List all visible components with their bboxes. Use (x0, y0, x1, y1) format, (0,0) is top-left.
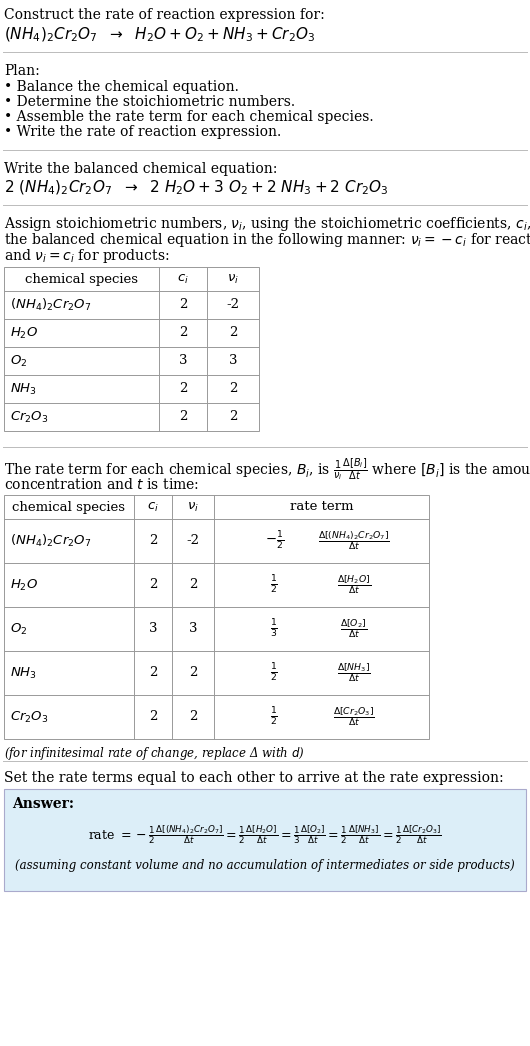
Text: Write the balanced chemical equation:: Write the balanced chemical equation: (4, 162, 277, 176)
Text: rate $= -\frac{1}{2}\frac{\Delta[(NH_4)_2Cr_2O_7]}{\Delta t}= \frac{1}{2}\frac{\: rate $= -\frac{1}{2}\frac{\Delta[(NH_4)_… (88, 823, 442, 846)
Text: $\frac{\Delta[NH_3]}{\Delta t}$: $\frac{\Delta[NH_3]}{\Delta t}$ (337, 661, 370, 684)
Text: -2: -2 (226, 298, 240, 312)
Text: • Determine the stoichiometric numbers.: • Determine the stoichiometric numbers. (4, 95, 295, 109)
Text: $\nu_i$: $\nu_i$ (227, 272, 239, 286)
Text: $\frac{1}{3}$: $\frac{1}{3}$ (270, 618, 278, 640)
Text: 2: 2 (179, 326, 187, 340)
Bar (4, 495, 429, 740)
Text: $NH_3$: $NH_3$ (10, 382, 37, 396)
Text: $\frac{1}{2}$: $\frac{1}{2}$ (270, 574, 278, 596)
Text: $\frac{\Delta[O_2]}{\Delta t}$: $\frac{\Delta[O_2]}{\Delta t}$ (340, 617, 367, 640)
Text: Plan:: Plan: (4, 64, 40, 78)
Bar (4, 267, 259, 431)
Text: 2: 2 (179, 298, 187, 312)
Text: 3: 3 (179, 355, 187, 367)
Text: $\frac{\Delta[Cr_2O_3]}{\Delta t}$: $\frac{\Delta[Cr_2O_3]}{\Delta t}$ (333, 706, 375, 728)
Text: 2: 2 (189, 666, 197, 680)
Text: chemical species: chemical species (13, 500, 126, 514)
Text: 2: 2 (229, 410, 237, 424)
Text: $c_i$: $c_i$ (147, 500, 159, 514)
Text: 2: 2 (149, 666, 157, 680)
Text: 2: 2 (179, 383, 187, 395)
Text: $\nu_i$: $\nu_i$ (187, 500, 199, 514)
Bar (4, 789, 526, 891)
Text: $2\ (NH_4)_2Cr_2O_7$  $\rightarrow$  $2\ H_2O + 3\ O_2 + 2\ NH_3 + 2\ Cr_2O_3$: $2\ (NH_4)_2Cr_2O_7$ $\rightarrow$ $2\ H… (4, 179, 388, 198)
Text: Assign stoichiometric numbers, $\nu_i$, using the stoichiometric coefficients, $: Assign stoichiometric numbers, $\nu_i$, … (4, 215, 530, 233)
Text: (assuming constant volume and no accumulation of intermediates or side products): (assuming constant volume and no accumul… (15, 859, 515, 872)
Text: $Cr_2O_3$: $Cr_2O_3$ (10, 709, 49, 725)
Text: -2: -2 (187, 535, 199, 547)
Text: Construct the rate of reaction expression for:: Construct the rate of reaction expressio… (4, 8, 325, 22)
Text: chemical species: chemical species (25, 273, 138, 286)
Text: 2: 2 (149, 535, 157, 547)
Text: • Assemble the rate term for each chemical species.: • Assemble the rate term for each chemic… (4, 110, 374, 124)
Text: 2: 2 (179, 410, 187, 424)
Text: 2: 2 (149, 578, 157, 591)
Text: $\frac{1}{2}$: $\frac{1}{2}$ (270, 662, 278, 684)
Text: 2: 2 (189, 578, 197, 591)
Text: $NH_3$: $NH_3$ (10, 665, 37, 681)
Text: 2: 2 (229, 383, 237, 395)
Text: $-\frac{1}{2}$: $-\frac{1}{2}$ (264, 530, 284, 552)
Text: (for infinitesimal rate of change, replace Δ with $d$): (for infinitesimal rate of change, repla… (4, 745, 305, 761)
Text: $H_2O$: $H_2O$ (10, 577, 38, 592)
Text: 3: 3 (229, 355, 237, 367)
Text: the balanced chemical equation in the following manner: $\nu_i = -c_i$ for react: the balanced chemical equation in the fo… (4, 231, 530, 249)
Text: $\frac{1}{2}$: $\frac{1}{2}$ (270, 706, 278, 728)
Text: $\frac{\Delta[(NH_4)_2Cr_2O_7]}{\Delta t}$: $\frac{\Delta[(NH_4)_2Cr_2O_7]}{\Delta t… (318, 529, 390, 552)
Text: $\frac{\Delta[H_2O]}{\Delta t}$: $\frac{\Delta[H_2O]}{\Delta t}$ (337, 573, 371, 596)
Text: The rate term for each chemical species, $B_i$, is $\frac{1}{\nu_i}\frac{\Delta[: The rate term for each chemical species,… (4, 457, 530, 483)
Text: 3: 3 (149, 622, 157, 636)
Text: $H_2O$: $H_2O$ (10, 325, 38, 341)
Text: 3: 3 (189, 622, 197, 636)
Text: concentration and $t$ is time:: concentration and $t$ is time: (4, 477, 199, 492)
Text: • Write the rate of reaction expression.: • Write the rate of reaction expression. (4, 126, 281, 139)
Text: $(NH_4)_2Cr_2O_7$: $(NH_4)_2Cr_2O_7$ (10, 533, 91, 549)
Text: Set the rate terms equal to each other to arrive at the rate expression:: Set the rate terms equal to each other t… (4, 771, 504, 784)
Text: 2: 2 (229, 326, 237, 340)
Text: 2: 2 (149, 710, 157, 724)
Text: $O_2$: $O_2$ (10, 621, 28, 637)
Text: 2: 2 (189, 710, 197, 724)
Text: $(NH_4)_2Cr_2O_7$  $\rightarrow$  $H_2O + O_2 + NH_3 + Cr_2O_3$: $(NH_4)_2Cr_2O_7$ $\rightarrow$ $H_2O + … (4, 26, 315, 44)
Text: rate term: rate term (290, 500, 354, 514)
Text: $Cr_2O_3$: $Cr_2O_3$ (10, 409, 49, 425)
Text: $c_i$: $c_i$ (177, 272, 189, 286)
Text: and $\nu_i = c_i$ for products:: and $\nu_i = c_i$ for products: (4, 247, 170, 265)
Text: $O_2$: $O_2$ (10, 354, 28, 368)
Text: Answer:: Answer: (12, 797, 74, 811)
Text: $(NH_4)_2Cr_2O_7$: $(NH_4)_2Cr_2O_7$ (10, 297, 91, 313)
Text: • Balance the chemical equation.: • Balance the chemical equation. (4, 79, 239, 94)
